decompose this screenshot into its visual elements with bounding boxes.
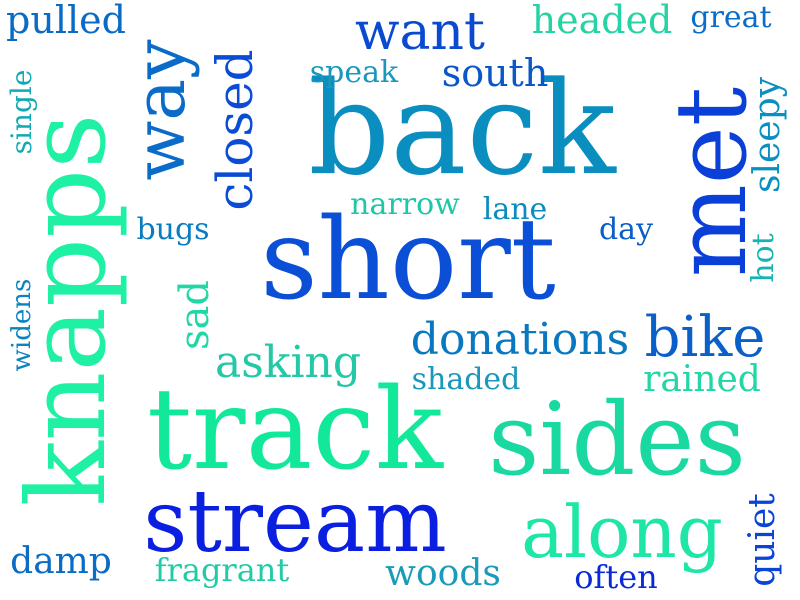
- word-want: want: [355, 2, 485, 62]
- word-pulled: pulled: [6, 0, 126, 42]
- word-along: along: [521, 490, 723, 574]
- word-hot: hot: [746, 233, 781, 283]
- word-back: back: [308, 55, 616, 204]
- word-damp: damp: [10, 541, 112, 582]
- word-narrow: narrow: [350, 187, 460, 222]
- word-single: single: [5, 69, 38, 155]
- word-rained: rained: [643, 359, 761, 400]
- word-sleepy: sleepy: [747, 77, 788, 193]
- word-sad: sad: [172, 280, 218, 350]
- word-stream: stream: [143, 472, 447, 572]
- word-widens: widens: [7, 278, 37, 372]
- word-sides: sides: [488, 381, 746, 498]
- word-closed: closed: [206, 49, 264, 211]
- word-lane: lane: [482, 192, 548, 227]
- word-great: great: [690, 0, 772, 35]
- word-shaded: shaded: [411, 362, 521, 397]
- word-way: way: [119, 39, 201, 181]
- word-track: track: [147, 365, 443, 495]
- word-bike: bike: [644, 305, 766, 370]
- word-donations: donations: [410, 314, 630, 365]
- word-short: short: [260, 195, 556, 325]
- word-day: day: [598, 212, 654, 247]
- word-fragrant: fragrant: [154, 551, 290, 589]
- word-quiet: quiet: [742, 493, 783, 587]
- word-often: often: [574, 558, 658, 596]
- word-bugs: bugs: [136, 212, 210, 247]
- word-headed: headed: [531, 0, 673, 42]
- word-south: south: [441, 51, 549, 95]
- word-speak: speak: [309, 55, 399, 90]
- word-woods: woods: [385, 553, 501, 594]
- word-asking: asking: [214, 337, 362, 388]
